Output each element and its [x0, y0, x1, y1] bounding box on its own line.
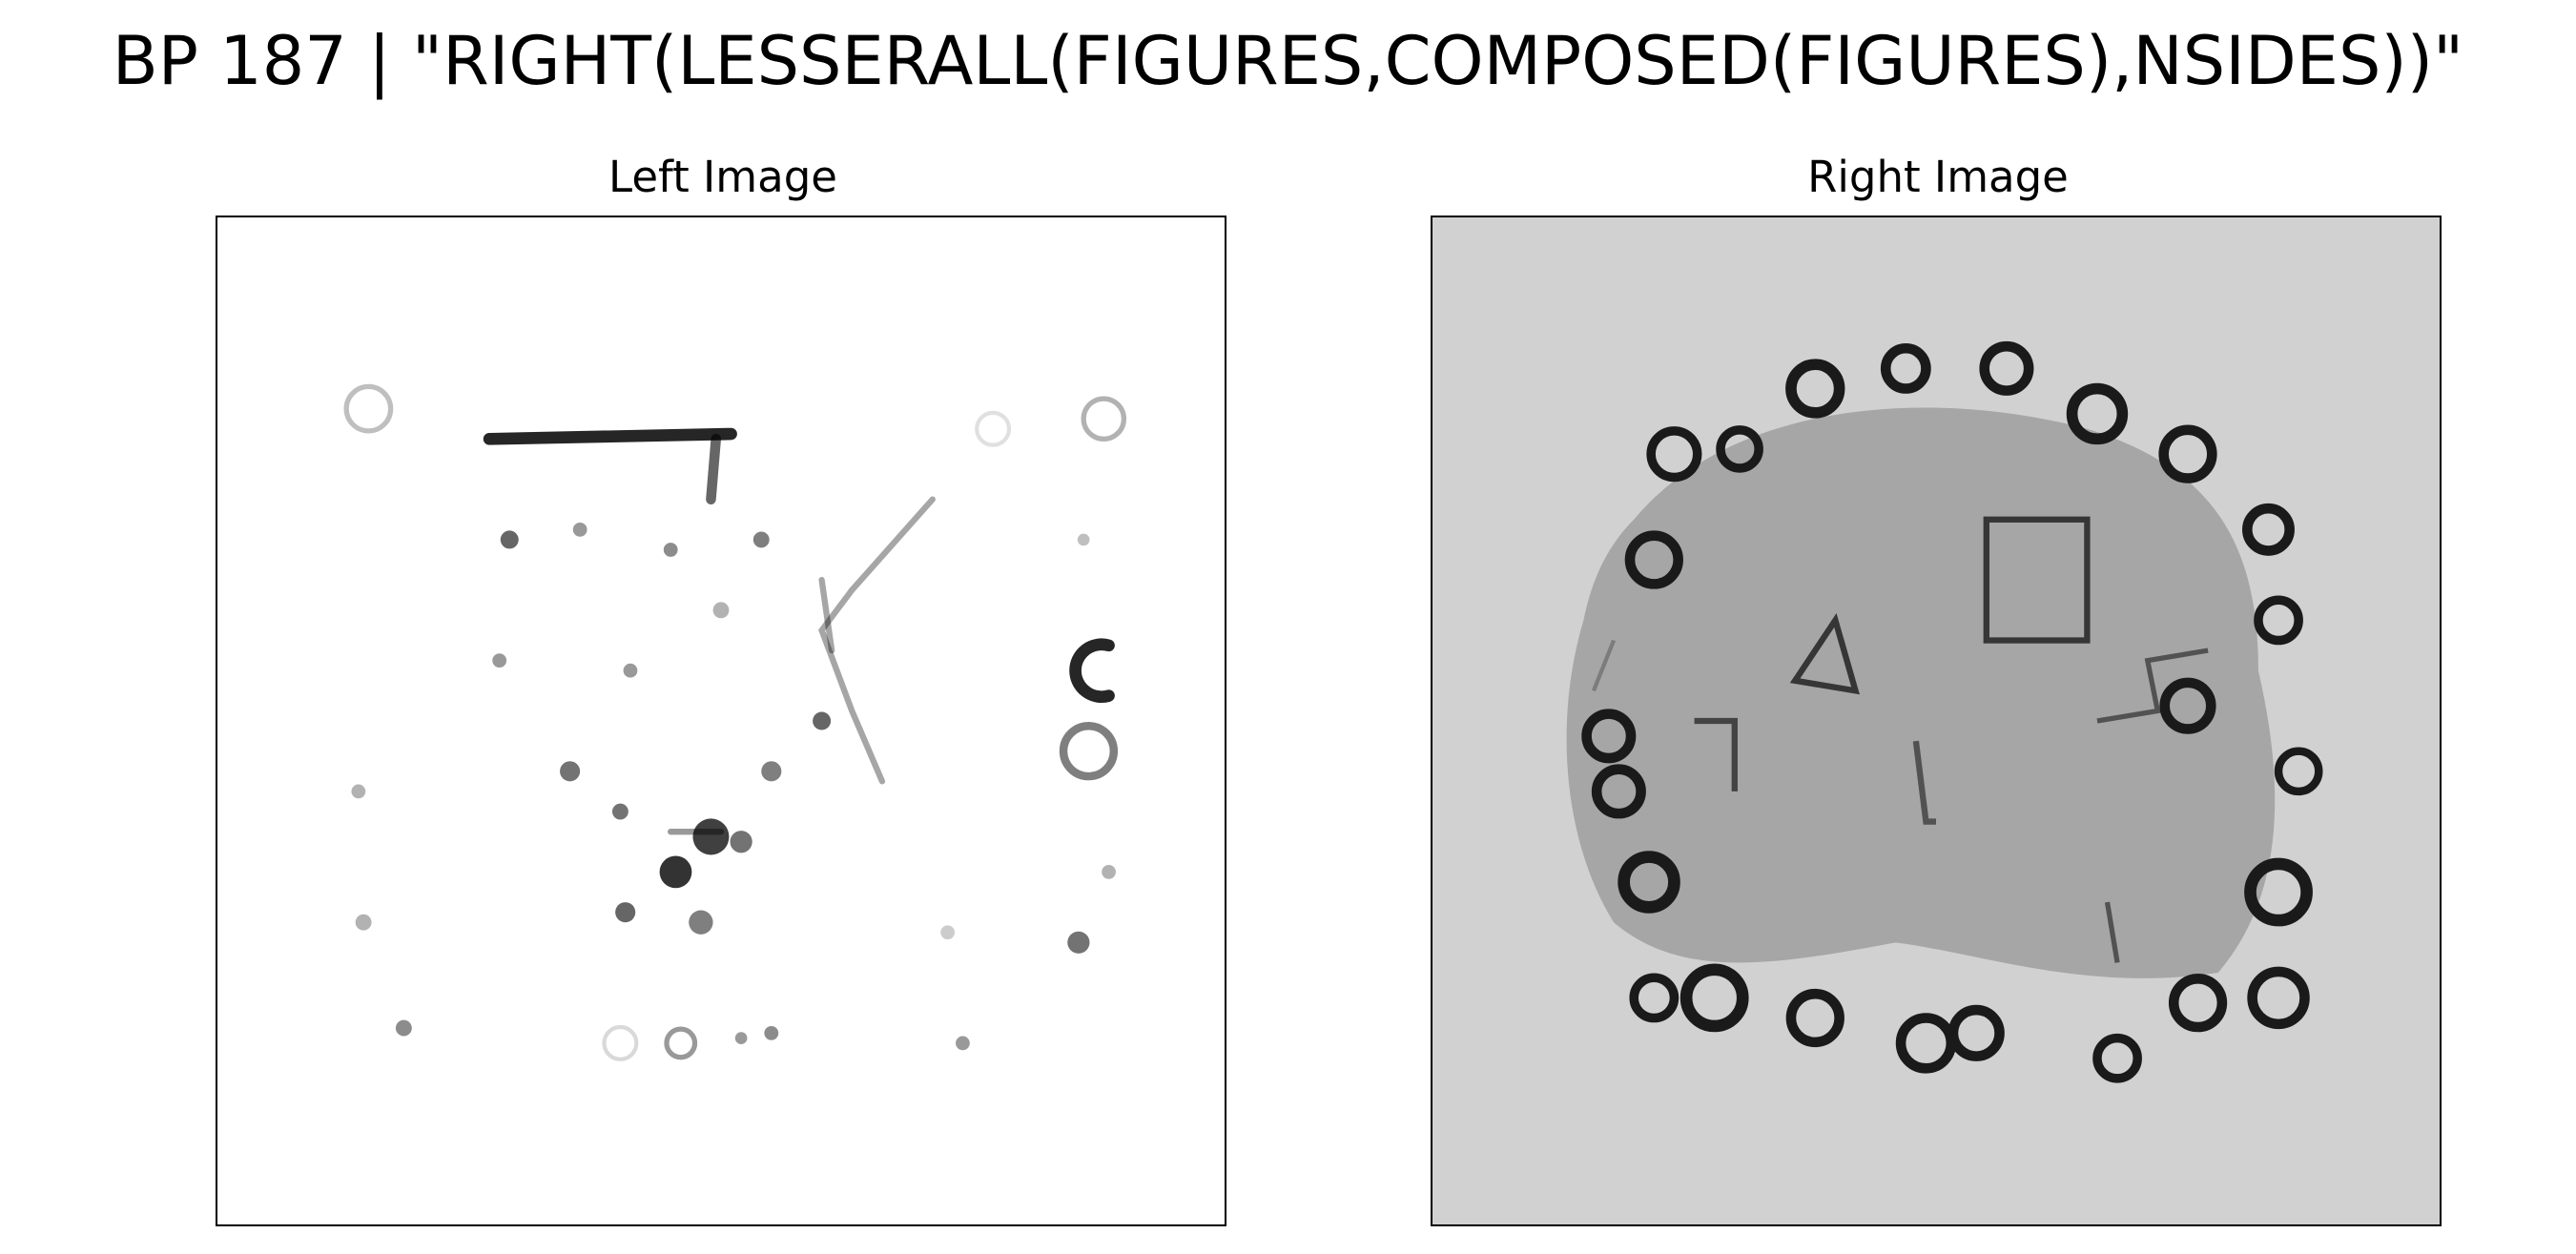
figure-title: BP 187 | "RIGHT(LESSERALL(FIGURES,COMPOS… — [112, 22, 2464, 100]
left-dot — [730, 831, 752, 853]
right-ring — [1581, 709, 1637, 764]
left-dot — [734, 1032, 748, 1044]
gray-blob — [1566, 407, 2276, 978]
right-ring — [1979, 340, 2034, 396]
left-image-panel — [216, 216, 1226, 1226]
right-image-title: Right Image — [1807, 152, 2069, 202]
left-dot — [355, 914, 372, 931]
left-stroke — [706, 434, 721, 504]
right-ring — [2247, 966, 2310, 1030]
right-ring — [2244, 857, 2313, 927]
right-ring — [2254, 595, 2303, 646]
right-ring — [1591, 764, 1646, 819]
right-ring — [2159, 677, 2216, 734]
left-dot — [395, 1019, 412, 1037]
left-dot — [761, 761, 782, 782]
left-dot — [764, 1025, 779, 1040]
left-stroke — [818, 576, 835, 654]
right-ring — [1895, 1013, 1957, 1074]
left-dot — [1102, 865, 1116, 879]
right-square — [1983, 516, 2091, 644]
right-ring — [2092, 1033, 2142, 1083]
left-image — [343, 383, 1127, 1061]
left-dot — [663, 543, 678, 557]
right-ring — [1618, 851, 1680, 914]
right-ring — [1785, 359, 1845, 419]
right-ring — [2168, 974, 2228, 1033]
left-dot — [560, 761, 581, 782]
right-stroke — [1694, 717, 1738, 791]
left-dot — [351, 784, 366, 799]
right-stroke — [2096, 648, 2209, 724]
left-dot — [1077, 533, 1090, 546]
right-ring — [2274, 747, 2323, 796]
left-stroke — [483, 427, 737, 445]
left-dot — [752, 531, 770, 548]
right-image-panel — [1431, 216, 2442, 1226]
left-dot — [940, 925, 955, 940]
left-dot — [659, 855, 692, 889]
right-stroke — [1591, 639, 1617, 692]
right-ring — [1947, 1004, 2005, 1061]
left-dot — [813, 711, 832, 730]
left-c-mark — [1069, 638, 1115, 703]
left-dot — [1067, 931, 1090, 954]
left-stroke — [818, 496, 936, 785]
right-stroke — [2104, 901, 2120, 963]
left-dot — [492, 653, 507, 668]
right-ring — [2158, 424, 2217, 483]
right-stroke — [1912, 740, 1936, 825]
right-ring — [2242, 503, 2295, 556]
left-dot — [611, 803, 629, 820]
right-ring — [1880, 343, 1931, 394]
left-dot — [572, 522, 587, 537]
left-ring — [602, 1024, 639, 1061]
left-dot — [692, 818, 730, 855]
right-ring — [1624, 530, 1683, 589]
left-image-title: Left Image — [608, 152, 837, 202]
left-dot — [623, 663, 638, 678]
right-ring — [1785, 988, 1844, 1048]
left-dot — [956, 1036, 970, 1051]
left-ring — [343, 383, 394, 434]
left-dot — [615, 902, 636, 923]
right-triangle — [1789, 612, 1860, 695]
left-dot — [712, 602, 730, 619]
left-ring — [975, 410, 1012, 447]
left-ring — [1081, 396, 1127, 442]
right-image — [1566, 340, 2323, 1083]
right-ring — [1680, 963, 1749, 1033]
left-dot — [689, 910, 713, 935]
left-ring — [664, 1026, 698, 1060]
right-ring — [2066, 382, 2129, 445]
right-ring — [1629, 973, 1680, 1023]
right-ring — [1716, 425, 1763, 473]
right-ring — [1646, 426, 1702, 483]
left-ring — [1059, 722, 1119, 781]
left-dot — [500, 530, 519, 549]
